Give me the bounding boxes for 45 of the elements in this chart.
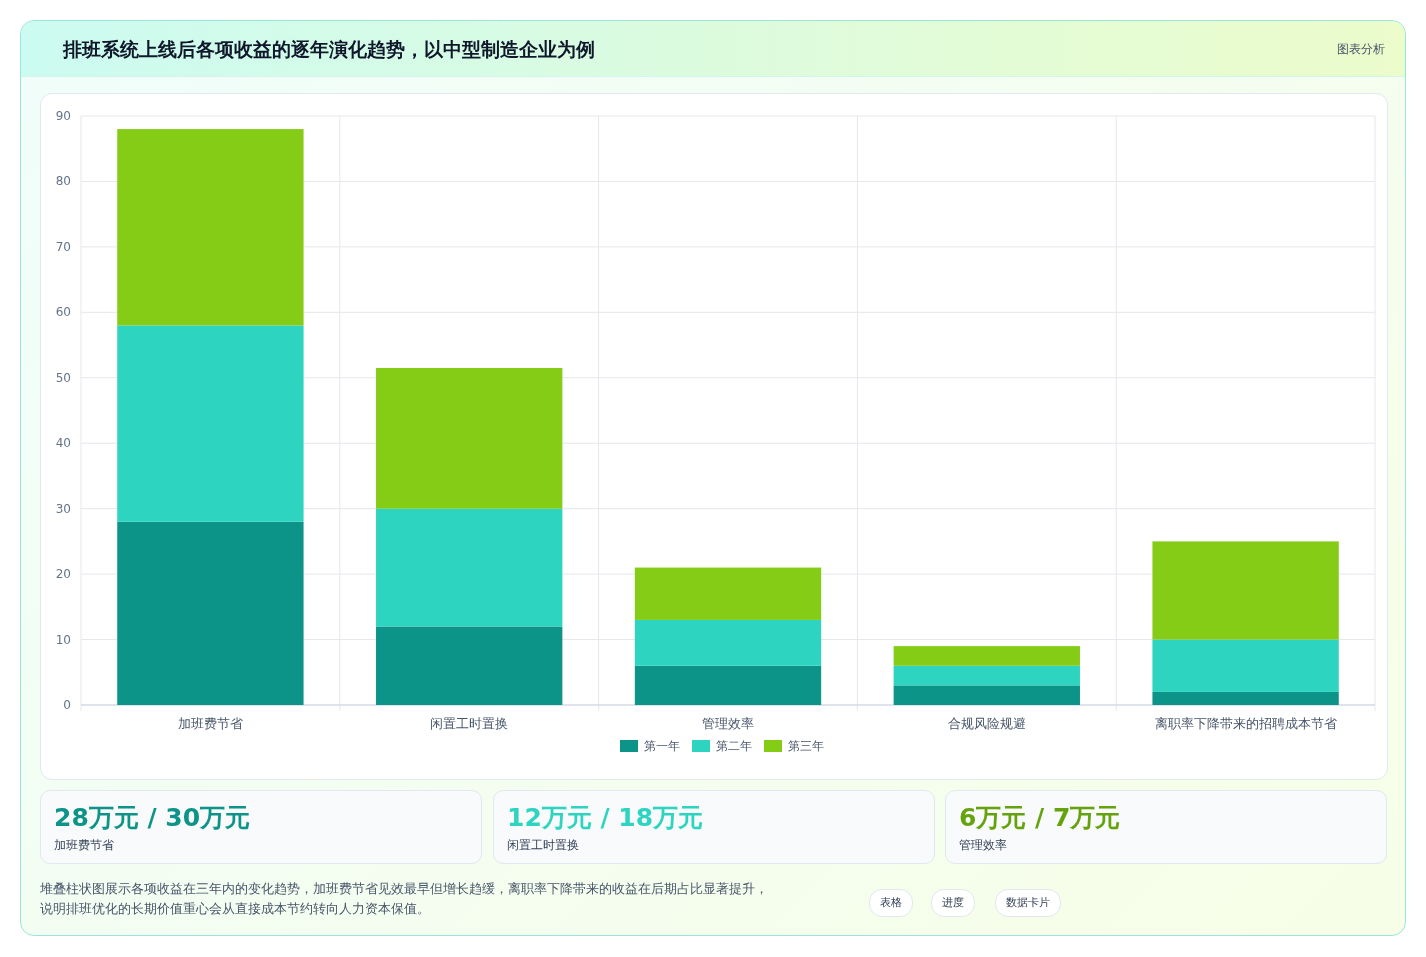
bar (1152, 639, 1339, 692)
bar (1152, 541, 1339, 640)
x-tick-label: 加班费节省 (177, 716, 243, 731)
bar (117, 521, 304, 705)
y-tick-label: 60 (55, 305, 71, 320)
bar (893, 685, 1080, 705)
legend-label: 第二年 (716, 739, 752, 753)
text: 进度 (931, 889, 975, 917)
text: 6万元 / 7万元 (959, 802, 1121, 834)
y-tick-label: 30 (55, 501, 71, 516)
bar (893, 665, 1080, 686)
bar (893, 646, 1080, 666)
y-tick-label: 50 (55, 370, 71, 385)
bar (634, 619, 822, 666)
y-tick-label: 40 (55, 436, 71, 451)
text: 图表分析 (1337, 41, 1385, 58)
y-tick-label: 80 (55, 174, 71, 189)
x-tick-label: 管理效率 (702, 716, 754, 731)
x-tick-label: 合规风险规避 (947, 716, 1026, 731)
y-tick-label: 20 (55, 567, 71, 582)
bar (117, 129, 304, 326)
x-tick-label: 离职率下降带来的招聘成本节省 (1154, 716, 1337, 731)
bar (376, 367, 563, 509)
text: 加班费节省 (54, 837, 114, 854)
x-tick-label: 闲置工时置换 (430, 716, 509, 731)
bar (376, 508, 563, 627)
y-tick-label: 10 (55, 632, 71, 647)
text: 堆叠柱状图展示各项收益在三年内的变化趋势，加班费节省见效最早但增长趋缓，离职率下降带来的收益在后期占比显著提升，说明排班优化的长期价值重心会从直接成本节约转向人力资本保值。 (40, 880, 769, 918)
text: 闲置工时置换 (507, 837, 579, 854)
bar (376, 626, 563, 705)
text: 表格 (869, 889, 913, 917)
bar (634, 665, 822, 705)
text: 数据卡片 (995, 889, 1061, 917)
bar (634, 567, 822, 620)
text: 28万元 / 30万元 (54, 802, 251, 834)
legend-label: 第一年 (644, 739, 680, 753)
y-tick-label: 90 (55, 109, 71, 123)
y-tick-label: 0 (63, 698, 71, 712)
text: 12万元 / 18万元 (507, 802, 704, 834)
chart-title: 排班系统上线后各项收益的逐年演化趋势，以中型制造企业为例 (63, 37, 595, 62)
legend-label: 第三年 (788, 739, 824, 753)
bar (117, 325, 304, 522)
bar (1152, 691, 1339, 705)
text: 管理效率 (959, 837, 1007, 854)
y-tick-label: 70 (55, 239, 71, 254)
